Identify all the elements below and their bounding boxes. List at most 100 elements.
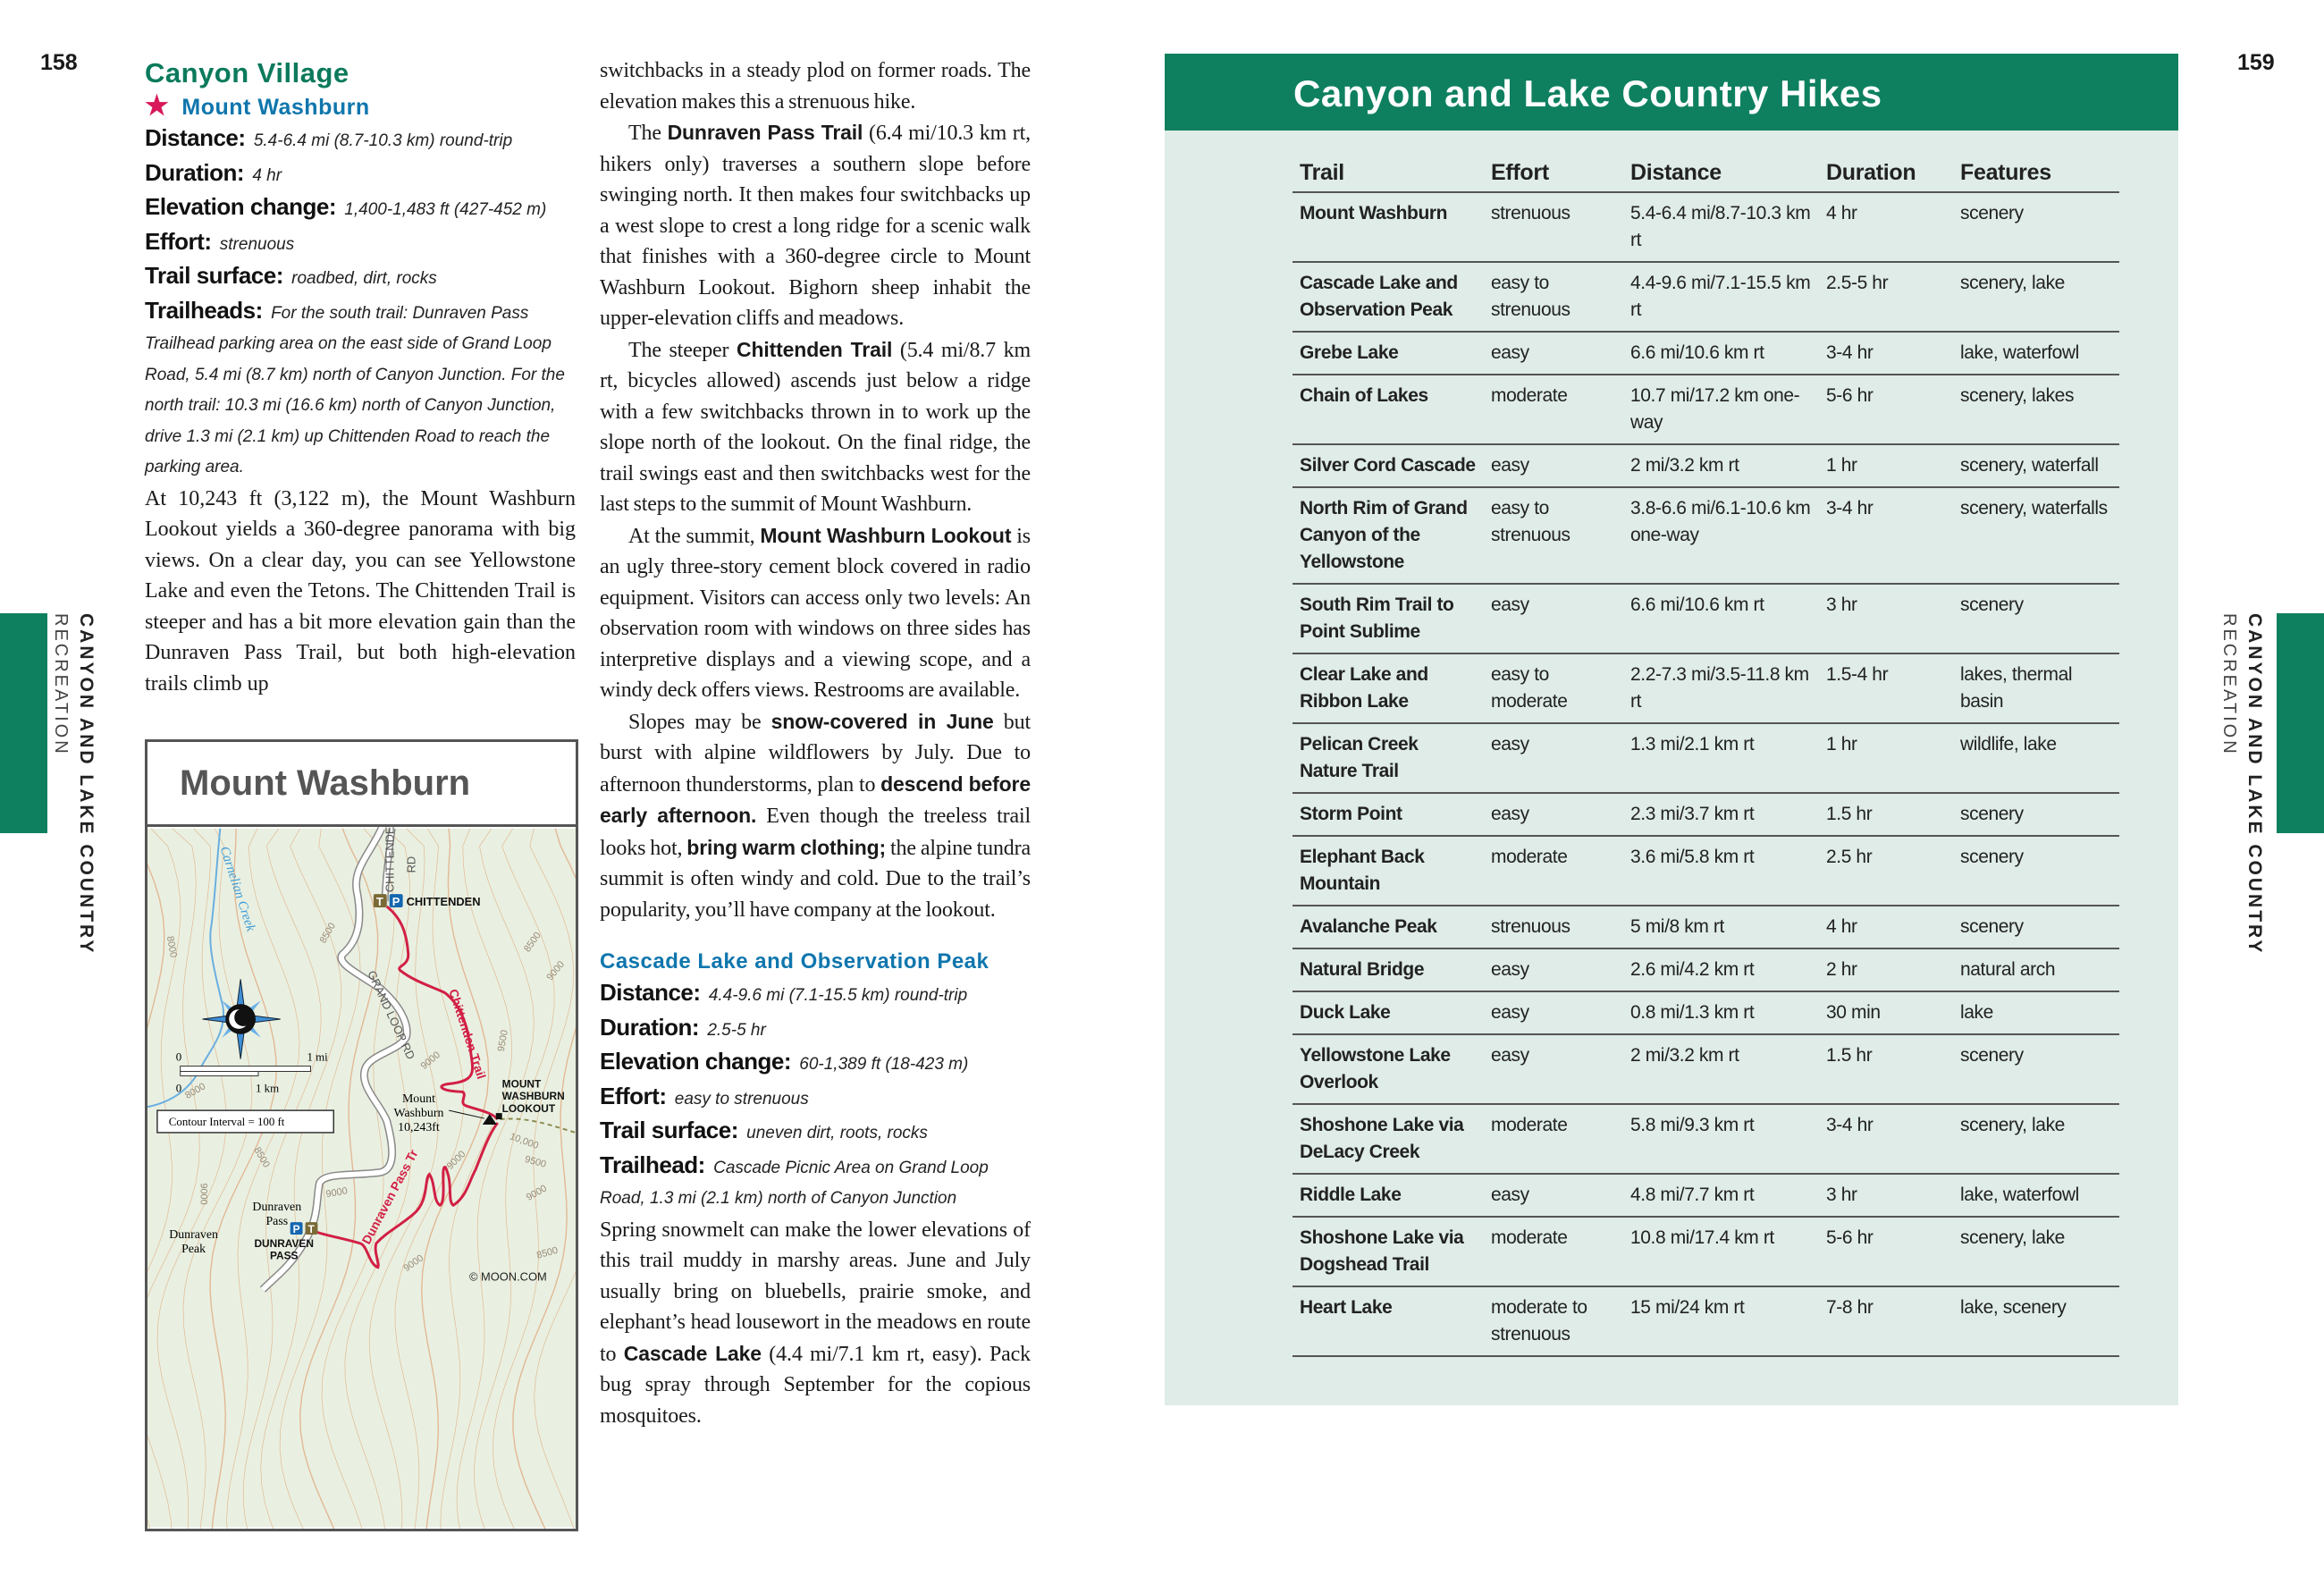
table-cell: Storm Point (1293, 793, 1484, 837)
spec-value: For the south trail: Dunraven Pass Trail… (145, 303, 565, 477)
table-cell: 5-6 hr (1819, 1217, 1953, 1287)
table-header-row: Trail Effort Distance Duration Features (1293, 159, 2119, 193)
table-cell: Silver Cord Cascade (1293, 444, 1484, 488)
table-cell: scenery (1953, 1034, 2119, 1105)
summit-icon (482, 1114, 497, 1125)
trail-map: Mount Washburn Carnelian Creek CHITTENDE… (145, 739, 578, 1531)
lookout-label-2: WASHBURN (502, 1090, 565, 1102)
contour-line (147, 863, 165, 1030)
spec-value: roadbed, dirt, rocks (291, 269, 437, 288)
text: At 10,243 ft (3,122 m), the Mount Washbu… (145, 486, 576, 696)
lookout-label-3: LOOKOUT (502, 1102, 556, 1115)
spec-line: Duration: 2.5-5 hr (600, 1012, 1031, 1047)
table-cell: easy (1484, 991, 1623, 1035)
spec-label: Trailheads: (145, 296, 263, 324)
table-cell: easy (1484, 584, 1623, 654)
paragraph: The Dunraven Pass Trail (6.4 mi/10.3 km … (600, 117, 1031, 334)
table-row: Duck Lake easy 0.8 mi/1.3 km rt 30 min lake (1293, 991, 2119, 1035)
table-cell: 4.4-9.6 mi/7.1-15.5 km rt (1623, 262, 1819, 333)
table-cell: 3.6 mi/5.8 km rt (1623, 836, 1819, 906)
contour-line (344, 828, 412, 1529)
lookout-label: MOUNT (502, 1077, 542, 1090)
spec-label: Elevation change: (145, 193, 337, 220)
spec-value: 4.4-9.6 mi (7.1-15.5 km) round-trip (708, 986, 968, 1005)
table-cell: Mount Washburn (1293, 192, 1484, 263)
parking-icon-dunraven-letter: P (293, 1223, 300, 1235)
contour-line (147, 828, 181, 1529)
column-header: Effort (1484, 159, 1623, 193)
elevation-label: 9000 (198, 1183, 209, 1204)
spec-line: Trailhead: Cascade Picnic Area on Grand … (600, 1150, 1031, 1215)
chapter-tab-left (0, 613, 47, 833)
spec-value: uneven dirt, roots, rocks (746, 1124, 928, 1142)
table-cell: 1.5 hr (1819, 793, 1953, 837)
hike-specs: Distance: 5.4-6.4 mi (8.7-10.3 km) round… (145, 122, 576, 484)
spec-value: 2.5-5 hr (707, 1020, 766, 1040)
bold-text: snow-covered in June (770, 709, 994, 733)
spec-line: Trail surface: uneven dirt, roots, rocks (600, 1115, 1031, 1150)
spec-value: 60-1,389 ft (18-423 m) (799, 1055, 969, 1074)
page-number-right: 159 (2237, 50, 2275, 75)
table-cell: lakes, thermal basin (1953, 653, 2119, 724)
table-cell: 2.2-7.3 mi/3.5-11.8 km rt (1623, 653, 1819, 724)
table-row: Clear Lake and Ribbon Lake easy to modera… (1293, 653, 2119, 724)
star-icon: ★ (145, 91, 170, 121)
text: Slopes may be (628, 710, 771, 734)
table-cell: moderate to strenuous (1484, 1286, 1623, 1357)
table-row: Riddle Lake easy 4.8 mi/7.7 km rt 3 hr lake,… (1293, 1174, 2119, 1218)
table-cell: Shoshone Lake via Dogshead Trail (1293, 1217, 1484, 1287)
table-row: Pelican Creek Nature Trail easy 1.3 mi/2.1… (1293, 723, 2119, 794)
spec-label: Distance: (145, 124, 246, 151)
table-row: Cascade Lake and Observation Peak easy to… (1293, 262, 2119, 333)
bold-text: Cascade Lake (623, 1341, 762, 1365)
table-cell: lake (1953, 991, 2119, 1035)
contour-line (260, 828, 342, 1529)
table-cell: scenery, lake (1953, 262, 2119, 333)
compass-rose (202, 979, 281, 1059)
table-row: Heart Lake moderate to strenuous 15 mi/24 … (1293, 1286, 2119, 1357)
table-cell: North Rim of Grand Canyon of the Yellows… (1293, 487, 1484, 585)
scale-bar: 0 1 mi 0 1 km (176, 1051, 328, 1095)
table-cell: easy (1484, 1034, 1623, 1105)
scale-zero-mi: 0 (176, 1051, 181, 1064)
table-cell: scenery (1953, 584, 2119, 654)
contour-line (156, 828, 227, 1529)
table-cell: 4.8 mi/7.7 km rt (1623, 1174, 1819, 1218)
table-cell: easy (1484, 1174, 1623, 1218)
column-header: Duration (1819, 159, 1953, 193)
table-cell: 2.3 mi/3.7 km rt (1623, 793, 1819, 837)
parking-icon-letter: P (392, 895, 400, 908)
spec-line: Elevation change: 1,400-1,483 ft (427-45… (145, 191, 576, 226)
spec-label: Trail surface: (145, 262, 283, 289)
trailhead-icon-dunraven-letter: T (308, 1223, 316, 1235)
text: (5.4 mi/8.7 km rt, bicycles allowed) asc… (600, 338, 1031, 517)
table-cell: easy to moderate (1484, 653, 1623, 724)
table-cell: Duck Lake (1293, 991, 1484, 1035)
spec-value: Cascade Picnic Area on Grand Loop Road, … (600, 1158, 989, 1209)
hike-description: At 10,243 ft (3,122 m), the Mount Washbu… (145, 484, 576, 700)
table-cell: Clear Lake and Ribbon Lake (1293, 653, 1484, 724)
text: (4.4 mi/7.1 km rt, easy). Pack bug spray… (600, 1342, 1031, 1428)
bold-text: Mount Washburn Lookout (760, 523, 1012, 547)
section-title: Canyon Village (145, 57, 349, 89)
table-cell: easy (1484, 332, 1623, 375)
paragraph: At 10,243 ft (3,122 m), the Mount Washbu… (145, 484, 576, 700)
table-cell: scenery, lake (1953, 1217, 2119, 1287)
table-cell: scenery (1953, 793, 2119, 837)
contour-line (147, 828, 200, 1529)
paragraph: switchbacks in a steady plod on former r… (600, 55, 1031, 117)
table-cell: easy to strenuous (1484, 262, 1623, 333)
table-row: Natural Bridge easy 2.6 mi/4.2 km rt 2 hr na… (1293, 948, 2119, 992)
table-cell: 1 hr (1819, 444, 1953, 488)
table-row: Shoshone Lake via DeLacy Creek moderate 5.… (1293, 1104, 2119, 1175)
pass-label: Dunraven (252, 1201, 301, 1214)
table-cell: Grebe Lake (1293, 332, 1484, 375)
table-cell: Riddle Lake (1293, 1174, 1484, 1218)
table-cell: Shoshone Lake via DeLacy Creek (1293, 1104, 1484, 1175)
text: The (628, 122, 668, 145)
chittenden-rd-label-2: RD (404, 856, 417, 873)
chittenden-rd-label: CHITTENDEN (383, 827, 397, 892)
table-cell: Natural Bridge (1293, 948, 1484, 992)
section-label-right: RECREATION (2219, 613, 2239, 756)
table-cell: lake, scenery (1953, 1286, 2119, 1357)
